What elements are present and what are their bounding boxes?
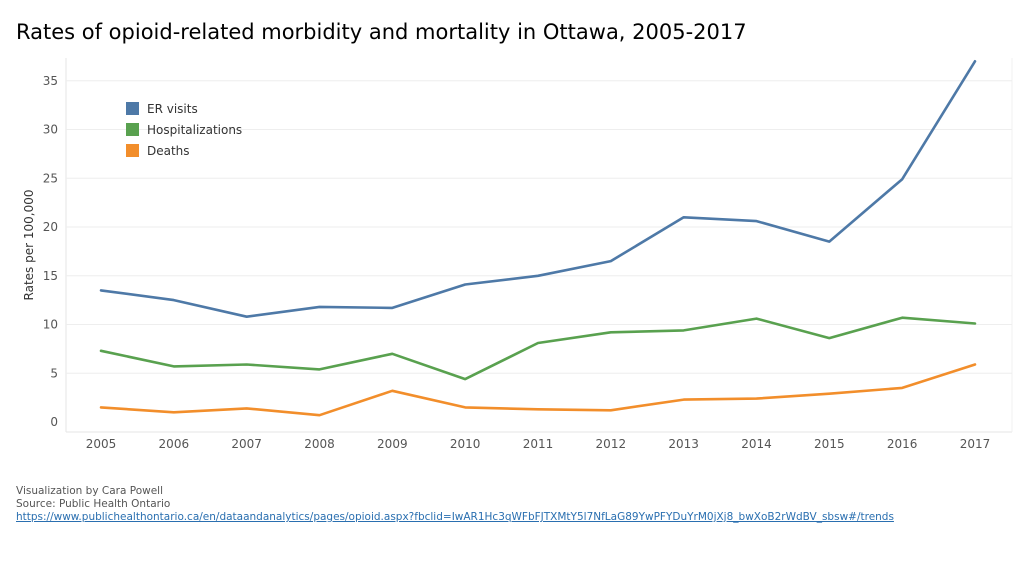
x-tick-label: 2016	[887, 437, 918, 451]
legend-label: Deaths	[147, 144, 190, 158]
credit-text: Visualization by Cara Powell	[16, 485, 163, 497]
x-tick-label: 2009	[377, 437, 408, 451]
y-tick-label: 0	[50, 415, 58, 429]
y-axis-label: Rates per 100,000	[22, 190, 36, 301]
series-line-deaths	[99, 363, 977, 417]
y-tick-label: 5	[50, 366, 58, 380]
x-tick-label: 2011	[523, 437, 554, 451]
legend-swatch	[126, 102, 139, 115]
x-tick-label: 2010	[450, 437, 481, 451]
source-text: Source: Public Health Ontario	[16, 498, 171, 510]
legend: ER visits Hospitalizations Deaths	[126, 102, 242, 158]
series-lines	[99, 59, 977, 417]
y-tick-label: 25	[43, 171, 58, 185]
y-tick-label: 30	[43, 123, 58, 137]
x-tick-label: 2007	[231, 437, 262, 451]
series-line-hospitalizations	[99, 316, 977, 381]
x-tick-label: 2015	[814, 437, 845, 451]
x-tick-label: 2008	[304, 437, 335, 451]
source-link[interactable]: https://www.publichealthontario.ca/en/da…	[16, 511, 894, 523]
legend-label: Hospitalizations	[147, 123, 242, 137]
y-axis: 0 5 10 15 20 25 30 35	[43, 74, 58, 429]
x-tick-label: 2006	[159, 437, 190, 451]
y-tick-label: 10	[43, 318, 58, 332]
legend-swatch	[126, 144, 139, 157]
y-tick-label: 20	[43, 220, 58, 234]
series-line-er-visits	[99, 59, 977, 319]
x-tick-label: 2014	[741, 437, 772, 451]
gridlines	[65, 58, 1013, 433]
legend-swatch	[126, 123, 139, 136]
x-axis: 2005 2006 2007 2008 2009 2010 2011 2012 2013 2014…	[86, 437, 991, 451]
footer: Visualization by Cara Powell Source: Pub…	[16, 485, 894, 524]
x-tick-label: 2013	[668, 437, 699, 451]
y-tick-label: 35	[43, 74, 58, 88]
legend-label: ER visits	[147, 102, 198, 116]
y-tick-label: 15	[43, 269, 58, 283]
x-tick-label: 2017	[960, 437, 991, 451]
x-tick-label: 2005	[86, 437, 117, 451]
chart-title: Rates of opioid-related morbidity and mo…	[16, 20, 747, 44]
x-tick-label: 2012	[596, 437, 627, 451]
